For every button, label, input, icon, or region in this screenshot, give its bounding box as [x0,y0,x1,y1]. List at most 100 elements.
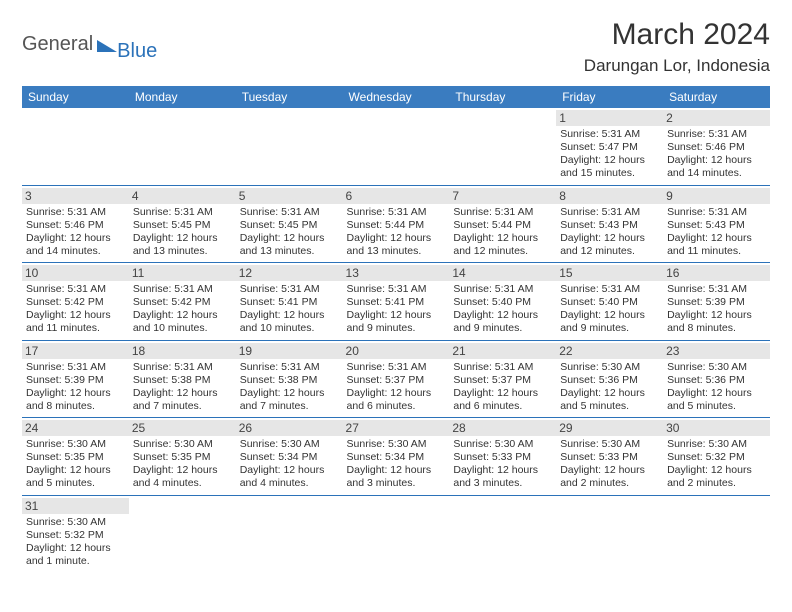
title-location: Darungan Lor, Indonesia [584,56,770,76]
daylight-text: Daylight: 12 hours and 6 minutes. [453,387,552,413]
daylight-text: Daylight: 12 hours and 11 minutes. [667,232,766,258]
sunset-text: Sunset: 5:40 PM [453,296,552,309]
calendar-day-cell [343,108,450,185]
daylight-text: Daylight: 12 hours and 10 minutes. [240,309,339,335]
calendar-day-cell: 20Sunrise: 5:31 AMSunset: 5:37 PMDayligh… [343,340,450,418]
calendar-day-cell: 16Sunrise: 5:31 AMSunset: 5:39 PMDayligh… [663,263,770,341]
day-number: 28 [449,420,556,436]
sunrise-text: Sunrise: 5:31 AM [133,283,232,296]
sunset-text: Sunset: 5:39 PM [26,374,125,387]
calendar-day-cell: 25Sunrise: 5:30 AMSunset: 5:35 PMDayligh… [129,418,236,496]
day-info: Sunrise: 5:31 AMSunset: 5:40 PMDaylight:… [453,283,552,336]
daylight-text: Daylight: 12 hours and 2 minutes. [560,464,659,490]
sunrise-text: Sunrise: 5:31 AM [240,206,339,219]
sunset-text: Sunset: 5:39 PM [667,296,766,309]
sunrise-text: Sunrise: 5:30 AM [667,361,766,374]
calendar-day-cell: 7 Sunrise: 5:31 AMSunset: 5:44 PMDaylight… [449,185,556,263]
sunset-text: Sunset: 5:43 PM [667,219,766,232]
day-info: Sunrise: 5:30 AMSunset: 5:34 PMDaylight:… [240,438,339,491]
day-info: Sunrise: 5:31 AMSunset: 5:44 PMDaylight:… [453,206,552,259]
calendar-day-cell: 9Sunrise: 5:31 AMSunset: 5:43 PMDaylight… [663,185,770,263]
day-number: 29 [556,420,663,436]
sunset-text: Sunset: 5:47 PM [560,141,659,154]
sunset-text: Sunset: 5:37 PM [347,374,446,387]
daylight-text: Daylight: 12 hours and 8 minutes. [26,387,125,413]
sunrise-text: Sunrise: 5:30 AM [453,438,552,451]
sunset-text: Sunset: 5:46 PM [26,219,125,232]
calendar-day-cell: 1Sunrise: 5:31 AMSunset: 5:47 PMDaylight… [556,108,663,185]
sunrise-text: Sunrise: 5:31 AM [453,361,552,374]
daylight-text: Daylight: 12 hours and 9 minutes. [453,309,552,335]
day-info: Sunrise: 5:31 AMSunset: 5:46 PMDaylight:… [26,206,125,259]
daylight-text: Daylight: 12 hours and 10 minutes. [133,309,232,335]
day-number: 30 [663,420,770,436]
daylight-text: Daylight: 12 hours and 4 minutes. [240,464,339,490]
sunset-text: Sunset: 5:40 PM [560,296,659,309]
calendar-week-row: 24Sunrise: 5:30 AMSunset: 5:35 PMDayligh… [22,418,770,496]
sunrise-text: Sunrise: 5:31 AM [453,283,552,296]
day-number: 3 [22,188,129,204]
day-info: Sunrise: 5:31 AMSunset: 5:38 PMDaylight:… [133,361,232,414]
calendar-day-cell [343,495,450,572]
day-number: 1 [556,110,663,126]
calendar-day-cell [449,495,556,572]
calendar-day-cell: 14 Sunrise: 5:31 AMSunset: 5:40 PMDayligh… [449,263,556,341]
sunset-text: Sunset: 5:45 PM [133,219,232,232]
daylight-text: Daylight: 12 hours and 13 minutes. [347,232,446,258]
day-number: 9 [663,188,770,204]
calendar-table: Sunday Monday Tuesday Wednesday Thursday… [22,86,770,572]
calendar-day-cell: 22Sunrise: 5:30 AMSunset: 5:36 PMDayligh… [556,340,663,418]
sunrise-text: Sunrise: 5:31 AM [667,128,766,141]
day-number: 14 [449,265,556,281]
sunset-text: Sunset: 5:32 PM [667,451,766,464]
weekday-header: Wednesday [343,86,450,108]
calendar-day-cell: 6Sunrise: 5:31 AMSunset: 5:44 PMDaylight… [343,185,450,263]
title-month: March 2024 [584,18,770,52]
daylight-text: Daylight: 12 hours and 5 minutes. [667,387,766,413]
calendar-day-cell [449,108,556,185]
daylight-text: Daylight: 12 hours and 5 minutes. [26,464,125,490]
sunrise-text: Sunrise: 5:30 AM [240,438,339,451]
day-number: 7 [449,188,556,204]
calendar-day-cell: 26Sunrise: 5:30 AMSunset: 5:34 PMDayligh… [236,418,343,496]
day-info: Sunrise: 5:30 AMSunset: 5:35 PMDaylight:… [26,438,125,491]
calendar-week-row: 1Sunrise: 5:31 AMSunset: 5:47 PMDaylight… [22,108,770,185]
calendar-day-cell [236,108,343,185]
weekday-header: Tuesday [236,86,343,108]
day-number: 15 [556,265,663,281]
daylight-text: Daylight: 12 hours and 4 minutes. [133,464,232,490]
day-info: Sunrise: 5:30 AMSunset: 5:33 PMDaylight:… [453,438,552,491]
calendar-day-cell [129,495,236,572]
calendar-day-cell: 10Sunrise: 5:31 AMSunset: 5:42 PMDayligh… [22,263,129,341]
daylight-text: Daylight: 12 hours and 8 minutes. [667,309,766,335]
daylight-text: Daylight: 12 hours and 11 minutes. [26,309,125,335]
sunrise-text: Sunrise: 5:31 AM [560,128,659,141]
day-info: Sunrise: 5:31 AMSunset: 5:39 PMDaylight:… [26,361,125,414]
day-number: 4 [129,188,236,204]
day-info: Sunrise: 5:30 AMSunset: 5:36 PMDaylight:… [560,361,659,414]
calendar-day-cell: 31Sunrise: 5:30 AMSunset: 5:32 PMDayligh… [22,495,129,572]
calendar-day-cell: 19Sunrise: 5:31 AMSunset: 5:38 PMDayligh… [236,340,343,418]
sunrise-text: Sunrise: 5:30 AM [26,438,125,451]
sunset-text: Sunset: 5:35 PM [133,451,232,464]
sunrise-text: Sunrise: 5:31 AM [560,283,659,296]
daylight-text: Daylight: 12 hours and 14 minutes. [26,232,125,258]
daylight-text: Daylight: 12 hours and 6 minutes. [347,387,446,413]
day-number: 18 [129,343,236,359]
logo: General Blue [22,26,157,63]
day-info: Sunrise: 5:31 AMSunset: 5:42 PMDaylight:… [133,283,232,336]
sunrise-text: Sunrise: 5:31 AM [347,283,446,296]
day-info: Sunrise: 5:30 AMSunset: 5:32 PMDaylight:… [667,438,766,491]
day-info: Sunrise: 5:31 AMSunset: 5:45 PMDaylight:… [133,206,232,259]
weekday-header-row: Sunday Monday Tuesday Wednesday Thursday… [22,86,770,108]
weekday-header: Friday [556,86,663,108]
day-info: Sunrise: 5:30 AMSunset: 5:35 PMDaylight:… [133,438,232,491]
page-header: General Blue March 2024 Darungan Lor, In… [22,18,770,76]
daylight-text: Daylight: 12 hours and 3 minutes. [453,464,552,490]
daylight-text: Daylight: 12 hours and 12 minutes. [560,232,659,258]
calendar-day-cell: 24Sunrise: 5:30 AMSunset: 5:35 PMDayligh… [22,418,129,496]
day-info: Sunrise: 5:31 AMSunset: 5:45 PMDaylight:… [240,206,339,259]
sunrise-text: Sunrise: 5:30 AM [560,361,659,374]
day-info: Sunrise: 5:30 AMSunset: 5:32 PMDaylight:… [26,516,125,569]
weekday-header: Saturday [663,86,770,108]
